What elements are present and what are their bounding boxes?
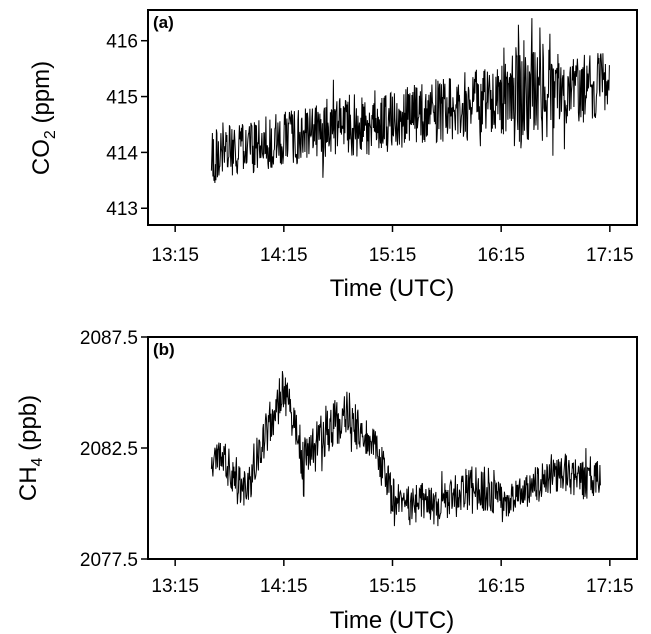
panel-b-series-line-0 <box>210 371 601 527</box>
panel-a-y-tick-label-3: 416 <box>106 32 138 53</box>
panel-b-y-title-sub: 4 <box>29 457 46 466</box>
panel-a-data <box>210 18 610 184</box>
panel-b-y-axis: 2077.5 2082.5 2087.5 <box>80 328 148 571</box>
panel-b-y-axis-title: CH4 (ppb) <box>15 395 46 501</box>
panel-a-x-tick-label-3: 16:15 <box>477 245 525 266</box>
panel-b-tag: (b) <box>153 340 175 359</box>
panel-b-x-tick-label-1: 14:15 <box>260 576 308 597</box>
panel-b: (b) 2077.5 2082.5 2087.5 13:15 14:15 15:15 16… <box>15 328 638 634</box>
panel-a-y-title-unit: (ppm) <box>28 61 55 130</box>
panel-a-y-title-main: CO <box>28 139 55 175</box>
panel-b-x-tick-label-0: 13:15 <box>151 576 199 597</box>
panel-a-y-axis: 413 414 415 416 <box>106 32 148 220</box>
panel-a-y-tick-label-0: 413 <box>106 199 138 220</box>
panel-b-y-tick-label-1: 2082.5 <box>80 439 138 460</box>
panel-b-y-title-unit: (ppb) <box>15 395 42 458</box>
panel-a-y-tick-label-1: 414 <box>106 143 138 164</box>
panel-a-tag: (a) <box>153 13 174 32</box>
panel-a-y-title-sub: 2 <box>42 130 59 139</box>
panel-a-y-tick-label-2: 415 <box>106 88 138 109</box>
panel-a: (a) 413 414 415 416 13:15 14:15 15:15 16:15 17:… <box>28 9 638 302</box>
panel-b-x-axis: 13:15 14:15 15:15 16:15 17:15 <box>151 559 634 597</box>
panel-a-x-tick-label-1: 14:15 <box>260 245 308 266</box>
panel-b-y-tick-label-0: 2077.5 <box>80 550 138 571</box>
panel-a-x-tick-label-0: 13:15 <box>151 245 199 266</box>
panel-a-x-tick-label-2: 15:15 <box>369 245 417 266</box>
panel-b-y-tick-label-2: 2087.5 <box>80 328 138 349</box>
panel-b-data <box>210 371 601 527</box>
panel-b-frame <box>147 336 638 560</box>
panel-a-x-tick-label-4: 17:15 <box>586 245 634 266</box>
panel-a-x-axis: 13:15 14:15 15:15 16:15 17:15 <box>151 225 634 266</box>
panel-b-x-axis-title: Time (UTC) <box>330 607 454 634</box>
panel-a-x-axis-title: Time (UTC) <box>330 275 454 302</box>
panel-b-x-tick-label-2: 15:15 <box>369 576 417 597</box>
panel-b-x-tick-label-3: 16:15 <box>477 576 525 597</box>
panel-a-y-axis-title: CO2 (ppm) <box>28 61 59 175</box>
panel-b-x-tick-label-4: 17:15 <box>586 576 634 597</box>
panel-b-y-title-main: CH <box>15 466 42 501</box>
panel-a-series-line-0 <box>210 18 610 184</box>
